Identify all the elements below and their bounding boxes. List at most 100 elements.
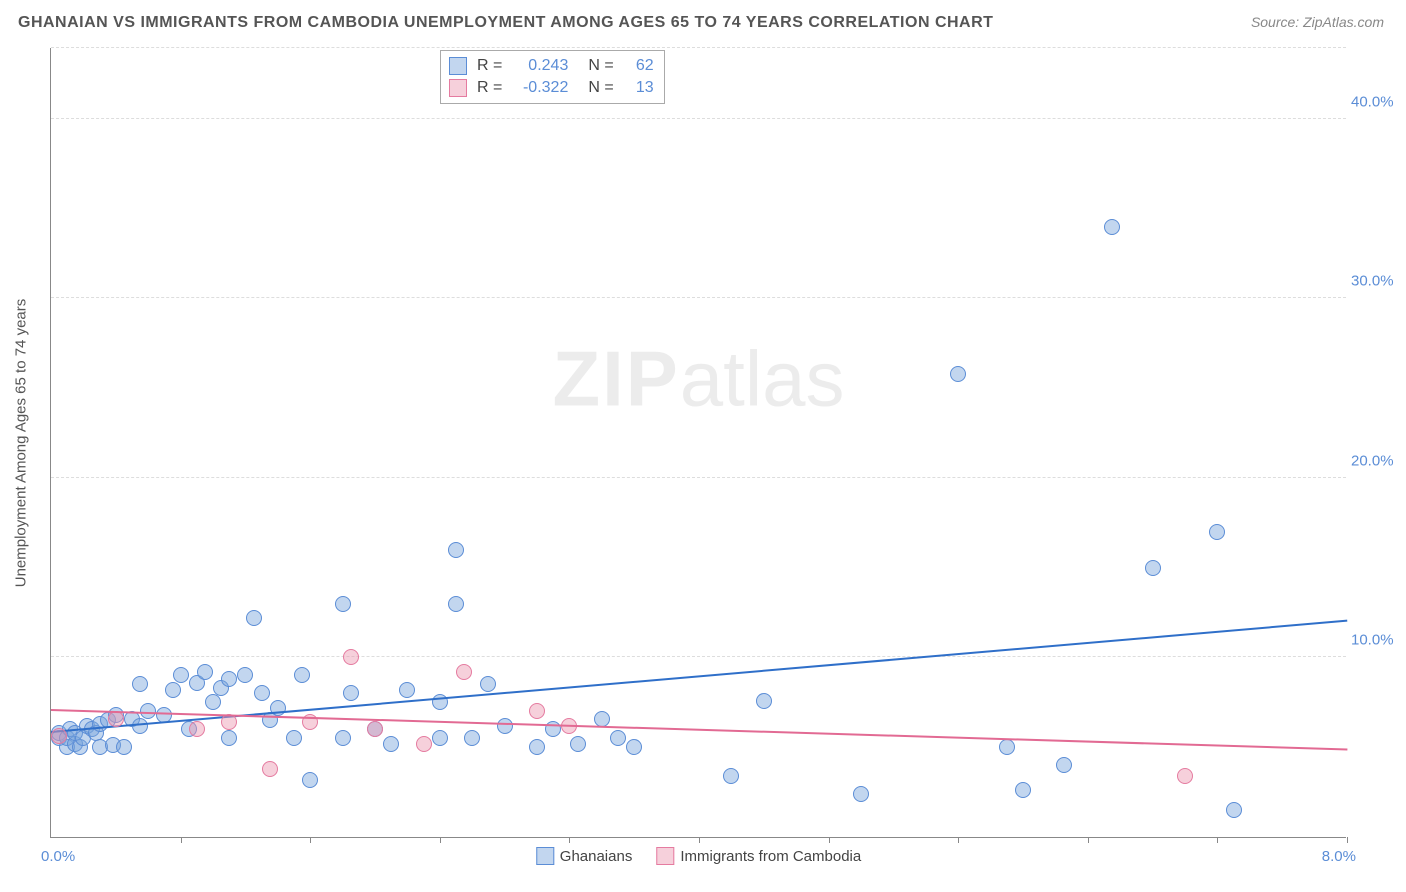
data-point <box>343 649 359 665</box>
data-point <box>383 736 399 752</box>
data-point <box>1015 782 1031 798</box>
data-point <box>480 676 496 692</box>
x-axis-start-label: 0.0% <box>41 848 75 865</box>
legend-swatch <box>449 79 467 97</box>
source-label: Source: <box>1251 14 1303 30</box>
data-point <box>254 685 270 701</box>
data-point <box>999 739 1015 755</box>
gridline <box>51 297 1346 298</box>
data-point <box>399 682 415 698</box>
chart-title: GHANAIAN VS IMMIGRANTS FROM CAMBODIA UNE… <box>18 14 993 32</box>
x-tick <box>1347 837 1348 843</box>
data-point <box>1145 560 1161 576</box>
data-point <box>1209 524 1225 540</box>
stats-legend-box: R = 0.243 N = 62 R = -0.322 N = 13 <box>440 50 665 104</box>
data-point <box>1177 768 1193 784</box>
x-tick <box>569 837 570 843</box>
trend-line <box>51 709 1347 750</box>
n-value: 13 <box>624 79 654 97</box>
legend-item: Immigrants from Cambodia <box>656 847 861 865</box>
x-tick <box>310 837 311 843</box>
data-point <box>570 736 586 752</box>
data-point <box>1056 757 1072 773</box>
x-tick <box>1217 837 1218 843</box>
chart-container: GHANAIAN VS IMMIGRANTS FROM CAMBODIA UNE… <box>0 0 1406 892</box>
gridline <box>51 47 1346 48</box>
source-attribution: Source: ZipAtlas.com <box>1251 14 1384 30</box>
r-label: R = <box>477 79 502 97</box>
data-point <box>497 718 513 734</box>
y-tick-label: 30.0% <box>1351 273 1406 290</box>
data-point <box>132 676 148 692</box>
x-tick <box>958 837 959 843</box>
data-point <box>221 730 237 746</box>
data-point <box>950 366 966 382</box>
r-label: R = <box>477 57 502 75</box>
watermark: ZIPatlas <box>552 334 844 425</box>
n-value: 62 <box>624 57 654 75</box>
legend-label: Immigrants from Cambodia <box>680 848 861 865</box>
source-value: ZipAtlas.com <box>1303 14 1384 30</box>
data-point <box>464 730 480 746</box>
data-point <box>626 739 642 755</box>
data-point <box>853 786 869 802</box>
data-point <box>197 664 213 680</box>
stats-row: R = 0.243 N = 62 <box>449 55 654 77</box>
x-tick <box>1088 837 1089 843</box>
data-point <box>262 761 278 777</box>
data-point <box>416 736 432 752</box>
y-tick-label: 10.0% <box>1351 632 1406 649</box>
data-point <box>1226 802 1242 818</box>
data-point <box>237 667 253 683</box>
x-tick <box>829 837 830 843</box>
data-point <box>302 772 318 788</box>
data-point <box>286 730 302 746</box>
data-point <box>723 768 739 784</box>
stats-row: R = -0.322 N = 13 <box>449 77 654 99</box>
data-point <box>529 739 545 755</box>
data-point <box>343 685 359 701</box>
data-point <box>116 739 132 755</box>
gridline <box>51 118 1346 119</box>
data-point <box>432 730 448 746</box>
r-value: 0.243 <box>512 57 568 75</box>
data-point <box>594 711 610 727</box>
n-label: N = <box>588 57 613 75</box>
legend-bottom: Ghanaians Immigrants from Cambodia <box>536 847 861 865</box>
watermark-atlas: atlas <box>680 335 845 423</box>
watermark-zip: ZIP <box>552 335 679 423</box>
x-tick <box>181 837 182 843</box>
data-point <box>189 721 205 737</box>
plot-area: ZIPatlas Unemployment Among Ages 65 to 7… <box>50 48 1346 838</box>
legend-swatch <box>449 57 467 75</box>
data-point <box>335 596 351 612</box>
data-point <box>173 667 189 683</box>
r-value: -0.322 <box>512 79 568 97</box>
data-point <box>367 721 383 737</box>
x-axis-end-label: 8.0% <box>1322 848 1356 865</box>
data-point <box>205 694 221 710</box>
legend-item: Ghanaians <box>536 847 633 865</box>
legend-swatch <box>536 847 554 865</box>
data-point <box>221 671 237 687</box>
gridline <box>51 656 1346 657</box>
data-point <box>448 596 464 612</box>
data-point <box>756 693 772 709</box>
data-point <box>246 610 262 626</box>
data-point <box>51 728 67 744</box>
data-point <box>448 542 464 558</box>
x-tick <box>699 837 700 843</box>
legend-swatch <box>656 847 674 865</box>
data-point <box>335 730 351 746</box>
data-point <box>610 730 626 746</box>
n-label: N = <box>588 79 613 97</box>
x-tick <box>440 837 441 843</box>
data-point <box>1104 219 1120 235</box>
y-axis-title: Unemployment Among Ages 65 to 74 years <box>13 298 30 587</box>
data-point <box>529 703 545 719</box>
data-point <box>456 664 472 680</box>
gridline <box>51 477 1346 478</box>
y-tick-label: 40.0% <box>1351 93 1406 110</box>
data-point <box>294 667 310 683</box>
legend-label: Ghanaians <box>560 848 633 865</box>
